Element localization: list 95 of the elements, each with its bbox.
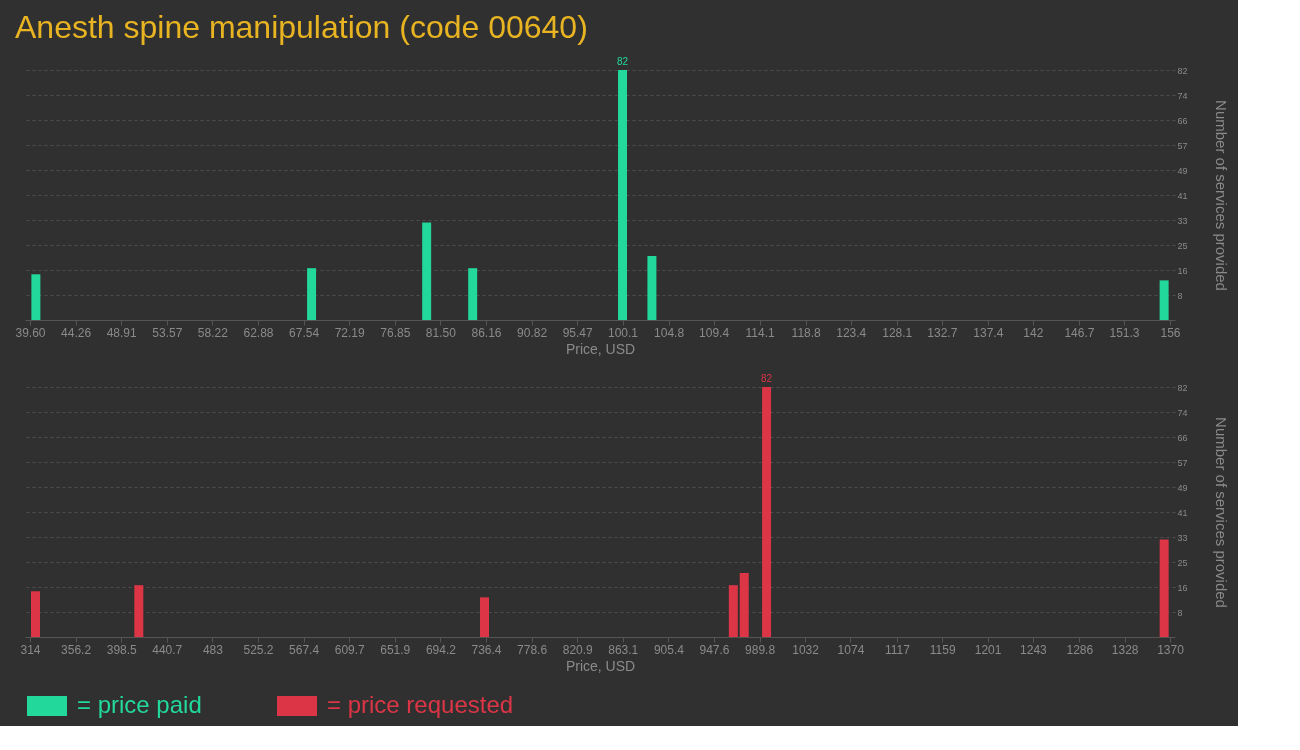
bar [728, 585, 738, 637]
chart-title: Anesth spine manipulation (code 00640) [14, 9, 588, 45]
x-axis-title: Price, USD [565, 657, 636, 674]
y-tick-label: 33 [1177, 532, 1188, 543]
y-tick-label: 16 [1177, 582, 1188, 593]
y-axis-title: Number of services provided [1212, 100, 1230, 291]
x-tick-label: 356.2 [61, 642, 92, 657]
x-tick-label: 114.1 [745, 325, 776, 340]
x-tick-label: 86.16 [471, 325, 502, 340]
bar [468, 268, 478, 320]
bar [739, 572, 749, 637]
y-tick-label: 33 [1177, 215, 1188, 226]
x-tick-label: 109.4 [699, 325, 730, 340]
x-tick-label: 1117 [884, 642, 911, 657]
x-tick-label: 778.6 [517, 642, 548, 657]
x-tick-label: 863.1 [608, 642, 639, 657]
x-tick-label: 137.4 [973, 325, 1004, 340]
y-tick-label: 41 [1177, 190, 1188, 201]
x-tick-label: 58.22 [197, 325, 229, 340]
x-tick-label: 151.3 [1109, 325, 1140, 340]
bar [618, 70, 628, 320]
y-tick-label: 66 [1177, 115, 1188, 126]
x-tick-label: 76.85 [380, 325, 411, 340]
legend-label: = price paid [77, 691, 202, 718]
x-tick-label: 118.8 [791, 325, 822, 340]
x-tick-label: 100.1 [608, 325, 639, 340]
y-tick-label: 25 [1177, 557, 1188, 568]
y-tick-label: 57 [1177, 140, 1188, 151]
bar [1159, 280, 1169, 320]
x-tick-label: 1074 [837, 642, 865, 657]
x-tick-label: 1032 [792, 642, 820, 657]
x-tick-label: 146.7 [1064, 325, 1095, 340]
x-tick-label: 905.4 [653, 642, 685, 657]
x-tick-label: 989.8 [745, 642, 776, 657]
x-tick-label: 128.1 [882, 325, 913, 340]
x-tick-label: 44.26 [61, 325, 92, 340]
y-tick-label: 66 [1177, 432, 1188, 443]
x-tick-label: 398.5 [106, 642, 138, 657]
x-tick-label: 142 [1023, 325, 1044, 340]
x-tick-label: 132.7 [927, 325, 958, 340]
x-tick-label: 81.50 [425, 325, 457, 340]
x-tick-label: 440.7 [152, 642, 183, 657]
y-tick-label: 74 [1177, 407, 1188, 418]
y-tick-label: 41 [1177, 507, 1188, 518]
y-tick-label: 49 [1177, 482, 1188, 493]
x-tick-label: 947.6 [699, 642, 730, 657]
bar [134, 585, 144, 637]
x-tick-label: 53.57 [152, 325, 183, 340]
y-tick-label: 82 [1177, 65, 1188, 76]
bar [1159, 539, 1169, 637]
x-tick-label: 820.9 [562, 642, 594, 657]
x-tick-label: 104.8 [654, 325, 685, 340]
y-tick-label: 49 [1177, 165, 1188, 176]
bar [647, 255, 657, 320]
x-tick-label: 525.2 [243, 642, 274, 657]
bar [762, 387, 772, 637]
x-tick-label: 90.82 [517, 325, 548, 340]
y-tick-label: 8 [1177, 607, 1183, 618]
bar [422, 222, 432, 320]
bar [31, 274, 41, 320]
y-tick-label: 57 [1177, 457, 1188, 468]
x-tick-label: 314 [20, 642, 41, 657]
x-tick-label: 1370 [1157, 642, 1185, 657]
x-tick-label: 1243 [1020, 642, 1048, 657]
x-axis-title: Price, USD [565, 340, 636, 357]
x-tick-label: 123.4 [836, 325, 867, 340]
legend-label: = price requested [327, 691, 514, 718]
x-tick-label: 72.19 [334, 325, 366, 340]
x-tick-label: 39.60 [15, 325, 46, 340]
x-tick-label: 736.4 [471, 642, 502, 657]
x-tick-label: 48.91 [106, 325, 138, 340]
x-tick-label: 609.7 [334, 642, 366, 657]
x-tick-label: 156 [1160, 325, 1181, 340]
bar [479, 597, 489, 637]
x-tick-label: 95.47 [562, 325, 594, 340]
x-tick-label: 694.2 [425, 642, 457, 657]
y-tick-label: 82 [1177, 382, 1188, 393]
y-tick-label: 25 [1177, 240, 1188, 251]
x-tick-label: 67.54 [289, 325, 320, 340]
data-label: 82 [616, 56, 629, 67]
x-tick-label: 1201 [974, 642, 1002, 657]
bar [307, 268, 317, 320]
x-tick-label: 62.88 [243, 325, 274, 340]
bar [31, 591, 41, 637]
x-tick-label: 651.9 [380, 642, 411, 657]
x-tick-label: 1159 [929, 642, 956, 657]
y-tick-label: 8 [1177, 290, 1183, 301]
y-axis-title: Number of services provided [1212, 417, 1230, 608]
data-label: 82 [761, 373, 773, 384]
x-tick-label: 567.4 [289, 642, 320, 657]
x-tick-label: 1286 [1066, 642, 1094, 657]
y-tick-label: 74 [1177, 90, 1188, 101]
x-tick-label: 1328 [1111, 642, 1139, 657]
y-tick-label: 16 [1177, 265, 1188, 276]
x-tick-label: 483 [202, 642, 224, 657]
